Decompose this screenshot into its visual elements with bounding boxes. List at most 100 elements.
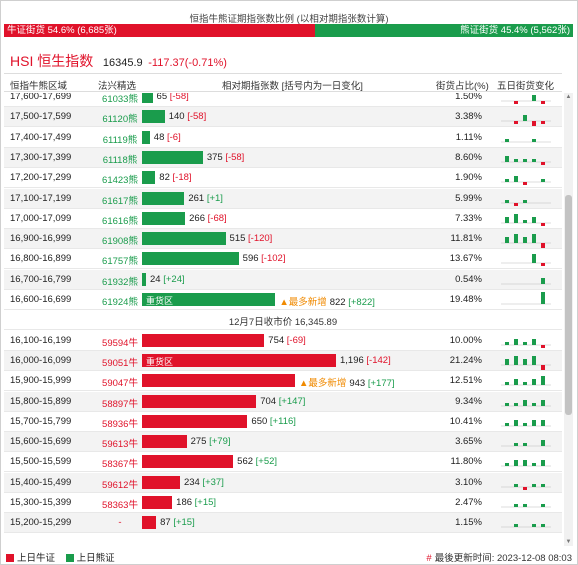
warrant-code-link[interactable]: 58897牛 bbox=[102, 398, 138, 410]
range-cell: 17,200-17,299 bbox=[10, 172, 72, 184]
scroll-up-arrow-icon[interactable]: ▲ bbox=[565, 94, 572, 100]
bear-row[interactable]: 16,700-16,799 61932熊 24 [+24] 0.54% bbox=[4, 269, 562, 290]
futures-bar bbox=[142, 232, 226, 246]
scrollbar-thumb[interactable] bbox=[565, 195, 572, 415]
warrant-code-link[interactable]: 61120熊 bbox=[102, 114, 138, 126]
sparkline-bar bbox=[541, 243, 545, 249]
scrollbar[interactable]: ▲ ▼ bbox=[564, 93, 573, 546]
futures-label: 275 [+79] bbox=[191, 436, 231, 447]
warrant-code-link[interactable]: 58936牛 bbox=[102, 418, 138, 430]
bear-row[interactable]: 17,000-17,099 61616熊 266 [-68] 7.33% bbox=[4, 208, 562, 229]
bull-row[interactable]: 15,600-15,699 59613牛 275 [+79] 3.65% bbox=[4, 432, 562, 453]
sparkline-bar bbox=[514, 524, 518, 528]
futures-bar bbox=[142, 435, 187, 449]
bear-row[interactable]: 17,400-17,499 61119熊 48 [-6] 1.11% bbox=[4, 127, 562, 148]
warrant-code-link[interactable]: 59594牛 bbox=[102, 337, 138, 349]
warrant-code-link[interactable]: 58367牛 bbox=[102, 459, 138, 471]
bull-row[interactable]: 16,000-16,099 59051牛 重货区 1,196 [-142] 21.24% bbox=[4, 350, 562, 371]
sparkline-bar bbox=[541, 504, 545, 507]
futures-bar bbox=[142, 516, 157, 530]
warrant-code-link[interactable]: 59051牛 bbox=[102, 357, 138, 369]
sparkline-bar bbox=[523, 422, 527, 426]
sparkline-bar bbox=[505, 358, 509, 365]
warrant-code-link[interactable]: 61757熊 bbox=[102, 256, 138, 268]
bear-row[interactable]: 17,100-17,199 61617熊 261 [+1] 5.99% bbox=[4, 188, 562, 209]
sparkline-bar bbox=[523, 382, 527, 386]
futures-bar bbox=[142, 171, 156, 185]
warrant-code-link[interactable]: 61423熊 bbox=[102, 175, 138, 187]
warrant-code-link[interactable]: 61119熊 bbox=[102, 134, 138, 146]
bear-row[interactable]: 16,600-16,699 61924熊 重货区 ▲最多新增 822 [+822] 19.… bbox=[4, 290, 562, 310]
share-percent: 3.38% bbox=[455, 111, 482, 123]
warrant-code-link[interactable]: 61908熊 bbox=[102, 236, 138, 248]
contracts-value: 822 bbox=[329, 297, 349, 308]
bull-row[interactable]: 15,300-15,399 58363牛 186 [+15] 2.47% bbox=[4, 493, 562, 513]
range-cell: 15,900-15,999 bbox=[10, 375, 72, 387]
bear-row[interactable]: 16,800-16,899 61757熊 596 [-102] 13.67% bbox=[4, 249, 562, 270]
sparkline-bar bbox=[514, 419, 518, 426]
sparkline-bar bbox=[523, 443, 527, 447]
heavy-zone-label: 重货区 bbox=[146, 296, 174, 306]
warrant-code-link[interactable]: 59047牛 bbox=[102, 378, 138, 390]
bull-row[interactable]: 16,100-16,199 59594牛 754 [-69] 10.00% bbox=[4, 330, 562, 351]
range-cell: 15,200-15,299 bbox=[10, 517, 72, 529]
daily-change: [+177] bbox=[367, 378, 395, 390]
range-cell: 17,000-17,099 bbox=[10, 212, 72, 224]
sparkline-bar bbox=[514, 504, 518, 507]
index-value: 16345.9 bbox=[102, 57, 143, 69]
bear-row[interactable]: 16,900-16,999 61908熊 515 [-120] 11.81% bbox=[4, 229, 562, 250]
warrant-code-link[interactable]: 61118熊 bbox=[102, 154, 138, 166]
contracts-value: 87 bbox=[160, 517, 174, 529]
five-day-sparkline bbox=[501, 277, 551, 284]
contracts-value: 82 bbox=[159, 172, 173, 184]
daily-change: [-142] bbox=[366, 354, 391, 366]
sparkline-bar bbox=[532, 254, 536, 264]
range-cell: 17,600-17,699 bbox=[10, 93, 72, 102]
five-day-sparkline bbox=[501, 95, 551, 104]
bear-row[interactable]: 17,600-17,699 61033熊 65 [-58] 1.50% bbox=[4, 93, 562, 107]
bull-row[interactable]: 15,500-15,599 58367牛 562 [+52] 11.80% bbox=[4, 452, 562, 473]
warrant-code-link[interactable]: 61924熊 bbox=[102, 297, 138, 308]
share-percent: 21.24% bbox=[449, 354, 482, 366]
share-percent: 11.81% bbox=[450, 233, 482, 245]
daily-change: [+79] bbox=[209, 436, 231, 448]
warrant-code-link[interactable]: 58363牛 bbox=[102, 500, 138, 511]
warrant-code-link[interactable]: 61617熊 bbox=[102, 195, 138, 207]
futures-label: 266 [-68] bbox=[189, 213, 227, 224]
futures-bar bbox=[142, 150, 203, 164]
column-header-code: 法兴精选 bbox=[98, 81, 137, 92]
contracts-value: 65 bbox=[156, 93, 170, 102]
bear-row[interactable]: 17,200-17,299 61423熊 82 [-18] 1.90% bbox=[4, 168, 562, 189]
five-day-sparkline bbox=[501, 355, 551, 370]
contracts-value: 562 bbox=[237, 456, 256, 468]
sparkline-bar bbox=[541, 419, 545, 426]
warrant-code-link[interactable]: - bbox=[118, 517, 122, 529]
bear-row[interactable]: 17,500-17,599 61120熊 140 [-58] 3.38% bbox=[4, 107, 562, 128]
scroll-down-arrow-icon[interactable]: ▼ bbox=[565, 539, 572, 545]
index-name: HSI 恒生指数 bbox=[10, 53, 94, 69]
range-cell: 16,100-16,199 bbox=[10, 334, 72, 346]
sparkline-bar bbox=[523, 219, 527, 223]
bull-row[interactable]: 15,700-15,799 58936牛 650 [+116] 10.41% bbox=[4, 411, 562, 432]
data-table[interactable]: 17,600-17,699 61033熊 65 [-58] 1.50% 17,500-1… bbox=[4, 93, 562, 546]
daily-change: [+147] bbox=[278, 395, 306, 407]
sparkline-bar bbox=[514, 355, 518, 365]
warrant-code-link[interactable]: 61033熊 bbox=[102, 94, 138, 105]
contracts-value: 186 bbox=[176, 497, 195, 508]
bull-row[interactable]: 15,800-15,899 58897牛 704 [+147] 9.34% bbox=[4, 391, 562, 412]
bull-row[interactable]: 15,900-15,999 59047牛 ▲最多新增 943 [+177] 12.51% bbox=[4, 371, 562, 392]
bull-row[interactable]: 15,200-15,299 - 87 [+15] 1.15% bbox=[4, 513, 562, 534]
bull-row[interactable]: 15,400-15,499 59612牛 234 [+37] 3.10% bbox=[4, 472, 562, 493]
warrant-code-link[interactable]: 59612牛 bbox=[102, 479, 138, 491]
bear-row[interactable]: 17,300-17,399 61118熊 375 [-58] 8.60% bbox=[4, 147, 562, 168]
sparkline-bar bbox=[505, 155, 509, 162]
sparkline-bar bbox=[541, 483, 545, 487]
futures-bar bbox=[142, 191, 185, 205]
sparkline-bar bbox=[532, 379, 536, 386]
warrant-code-link[interactable]: 59613牛 bbox=[102, 439, 138, 451]
contracts-value: 515 bbox=[229, 233, 249, 245]
futures-label: 48 [-6] bbox=[154, 132, 181, 143]
warrant-code-link[interactable]: 61932熊 bbox=[102, 276, 138, 288]
warrant-code-link[interactable]: 61616熊 bbox=[102, 215, 138, 227]
footer: 上日牛证 上日熊证 # 最後更新时间: 2023-12-08 08:03 bbox=[0, 548, 578, 564]
